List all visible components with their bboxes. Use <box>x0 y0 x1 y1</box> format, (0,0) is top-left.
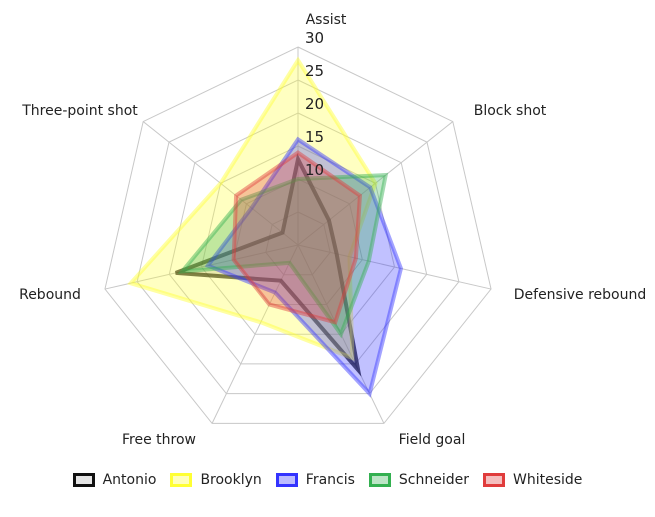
grid <box>104 46 492 424</box>
axis-spoke <box>297 121 454 246</box>
legend-swatch <box>368 473 391 487</box>
legend-swatch <box>275 473 298 487</box>
axis-label: Block shot <box>474 103 547 119</box>
legend-swatch <box>170 473 193 487</box>
legend-item-whiteside[interactable]: Whiteside <box>483 472 582 488</box>
legend-item-brooklyn[interactable]: Brooklyn <box>170 472 262 488</box>
tick-label: 25 <box>305 62 324 80</box>
series-layer <box>127 56 404 398</box>
axis-spoke <box>297 244 492 290</box>
tick-label: 20 <box>305 95 324 113</box>
series-francis[interactable] <box>204 136 404 398</box>
tick-label: 15 <box>305 128 324 146</box>
legend-label: Francis <box>305 472 355 488</box>
legend-label: Antonio <box>102 472 157 488</box>
grid-ring <box>200 145 396 335</box>
axis-label: Field goal <box>399 432 466 448</box>
legend-item-francis[interactable]: Francis <box>275 472 355 488</box>
axis-spoke <box>104 244 299 290</box>
grid-ring <box>104 46 492 424</box>
grid-ring <box>168 112 428 365</box>
axis-label: Three-point shot <box>21 103 138 119</box>
legend-swatch <box>483 473 505 487</box>
tick-label: 10 <box>305 161 324 179</box>
legend: Antonio Brooklyn Francis Schneider White… <box>0 472 655 488</box>
series-brooklyn[interactable] <box>127 56 378 361</box>
series-antonio[interactable] <box>175 153 362 377</box>
grid-ring <box>136 79 460 395</box>
axis-spoke <box>297 244 385 424</box>
legend-swatch <box>72 473 95 487</box>
axis-spoke <box>142 121 299 246</box>
legend-label: Whiteside <box>513 472 583 488</box>
grid-ring <box>233 178 363 305</box>
series-whiteside[interactable] <box>231 150 362 325</box>
grid-ring <box>265 211 331 276</box>
legend-label: Schneider <box>398 472 469 488</box>
axis-spoke <box>211 244 299 424</box>
legend-item-schneider[interactable]: Schneider <box>368 472 469 488</box>
axis-label: Free throw <box>122 432 196 448</box>
axis-label: Assist <box>306 12 347 28</box>
series-schneider[interactable] <box>177 172 389 339</box>
axis-label: Defensive rebound <box>514 287 647 303</box>
axis-label: Rebound <box>19 287 81 303</box>
tick-label: 30 <box>305 29 324 47</box>
legend-item-antonio[interactable]: Antonio <box>72 472 157 488</box>
legend-label: Brooklyn <box>200 472 262 488</box>
